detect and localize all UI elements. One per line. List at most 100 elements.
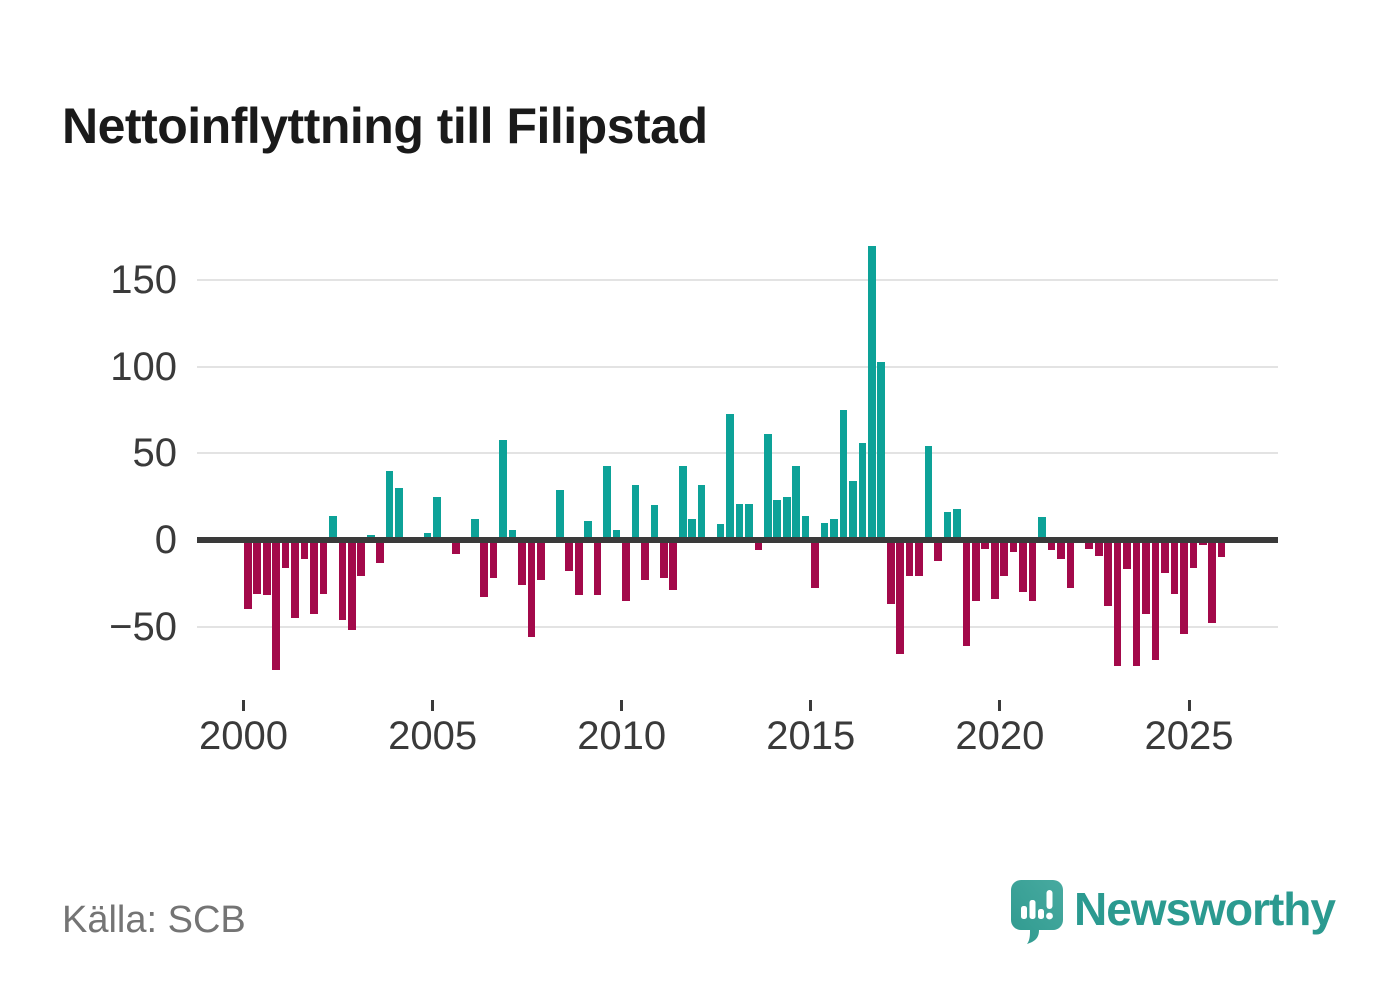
bar-2002Q3: [338, 540, 347, 620]
bar-2024Q4: [1180, 540, 1188, 634]
bar-2020Q2: [1009, 540, 1018, 553]
bar-2012Q4: [726, 413, 734, 540]
bar-2000Q3: [262, 540, 271, 596]
bar-2018Q3: [943, 512, 952, 540]
x-tick-label-2010: 2010: [577, 714, 667, 758]
bar-2010Q2: [631, 484, 640, 540]
bar-2002Q4: [348, 540, 356, 631]
bar-2001Q1: [281, 540, 290, 568]
bar-2019Q1: [962, 540, 971, 646]
bar-2015Q4: [839, 410, 848, 540]
bar-2013Q1: [735, 503, 744, 540]
bar-2020Q1: [1000, 540, 1008, 577]
bar-2023Q3: [1132, 540, 1141, 667]
bar-2024Q3: [1170, 540, 1179, 594]
bar-2007Q3: [527, 540, 536, 637]
bar-2019Q4: [990, 540, 999, 599]
bar-2022Q2: [1085, 540, 1094, 549]
y-tick-label-100: 100: [110, 344, 177, 389]
bar-2004Q4: [423, 533, 432, 540]
bar-2018Q4: [953, 508, 961, 540]
bar-2024Q1: [1151, 540, 1160, 660]
bar-2008Q4: [574, 540, 583, 596]
bar-2011Q4: [688, 519, 696, 540]
bar-2017Q2: [896, 540, 904, 655]
bar-2016Q3: [868, 245, 876, 540]
newsworthy-logo: Newsworthy: [1010, 879, 1380, 949]
bar-2025Q4: [1217, 540, 1226, 558]
x-tick-2025: [1187, 700, 1191, 711]
bar-2007Q4: [537, 540, 545, 580]
bar-2017Q1: [886, 540, 895, 605]
bar-2013Q3: [754, 540, 763, 551]
bar-2016Q4: [877, 361, 886, 540]
bar-2025Q3: [1208, 540, 1216, 624]
y-tick-label--50: −50: [109, 604, 177, 649]
bar-2005Q3: [452, 540, 460, 554]
bar-2000Q1: [244, 540, 252, 610]
chart-title: Nettoinflyttning till Filipstad: [62, 97, 708, 154]
bar-2009Q4: [612, 529, 621, 540]
bar-2014Q2: [782, 496, 791, 540]
bar-2001Q4: [310, 540, 318, 615]
bar-2009Q3: [603, 465, 611, 540]
x-tick-label-2025: 2025: [1144, 714, 1234, 758]
bar-2014Q3: [792, 465, 800, 540]
bar-2017Q3: [905, 540, 914, 577]
zero-axis-line: [197, 537, 1278, 543]
bar-2014Q1: [773, 500, 782, 540]
bar-2010Q3: [641, 540, 649, 580]
bar-2022Q4: [1104, 540, 1112, 606]
gridline--50: [197, 625, 1278, 628]
bar-2018Q2: [934, 540, 942, 561]
x-tick-2000: [242, 700, 245, 711]
bar-2000Q4: [272, 540, 280, 670]
bar-2015Q2: [820, 522, 829, 540]
bar-2003Q1: [357, 540, 366, 577]
bar-2010Q1: [622, 540, 630, 601]
bar-2007Q1: [508, 529, 517, 540]
bar-2005Q1: [433, 496, 441, 540]
x-tick-label-2000: 2000: [199, 714, 288, 758]
x-tick-label-2005: 2005: [388, 714, 478, 758]
bar-2016Q1: [849, 481, 857, 540]
bar-2007Q2: [518, 540, 526, 586]
bar-2011Q3: [678, 465, 687, 540]
bar-2017Q4: [915, 540, 923, 577]
bar-2009Q2: [593, 540, 602, 596]
bar-2020Q3: [1019, 540, 1027, 592]
bar-2006Q3: [489, 540, 498, 579]
gridline-100: [197, 365, 1278, 368]
bar-2024Q2: [1161, 540, 1169, 573]
bar-2023Q4: [1142, 540, 1150, 615]
x-tick-2010: [620, 700, 624, 711]
bar-2006Q1: [470, 519, 479, 540]
gridline-150: [197, 279, 1278, 282]
speech-bubble-bar-chart-icon: [1011, 880, 1063, 944]
bar-2009Q1: [584, 520, 592, 540]
bar-2013Q4: [764, 434, 772, 540]
bar-2003Q4: [385, 470, 394, 540]
bar-2019Q3: [981, 540, 990, 549]
bar-2020Q4: [1028, 540, 1037, 601]
bar-2016Q2: [858, 443, 867, 540]
source-caption: Källa: SCB: [62, 899, 246, 941]
bar-2000Q2: [253, 540, 262, 594]
bar-2003Q3: [376, 540, 384, 563]
bar-2021Q2: [1047, 540, 1056, 551]
x-tick-2015: [809, 700, 813, 711]
bar-2011Q2: [669, 540, 678, 591]
x-tick-2005: [431, 700, 435, 711]
bar-2021Q1: [1038, 517, 1046, 540]
bar-2006Q4: [499, 439, 507, 540]
bar-2011Q1: [660, 540, 668, 579]
bar-2015Q1: [811, 540, 819, 589]
newsworthy-wordmark: Newsworthy: [1074, 883, 1336, 935]
bar-2002Q1: [319, 540, 328, 594]
y-tick-label-150: 150: [110, 258, 177, 303]
bar-2013Q2: [745, 503, 753, 540]
bar-2012Q3: [716, 524, 725, 540]
x-tick-label-2020: 2020: [955, 714, 1045, 758]
bar-2001Q3: [300, 540, 309, 560]
bar-2025Q1: [1189, 540, 1198, 568]
